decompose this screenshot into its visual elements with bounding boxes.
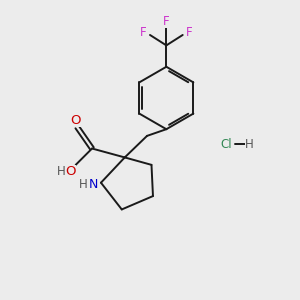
Text: O: O <box>70 114 81 127</box>
Text: H: H <box>56 165 65 178</box>
Text: N: N <box>89 178 98 191</box>
Text: Cl: Cl <box>220 138 232 151</box>
Text: H: H <box>79 178 88 191</box>
Text: F: F <box>186 26 193 38</box>
Text: F: F <box>140 26 147 38</box>
Text: O: O <box>65 165 76 178</box>
Text: F: F <box>163 14 170 28</box>
Text: H: H <box>245 138 254 151</box>
